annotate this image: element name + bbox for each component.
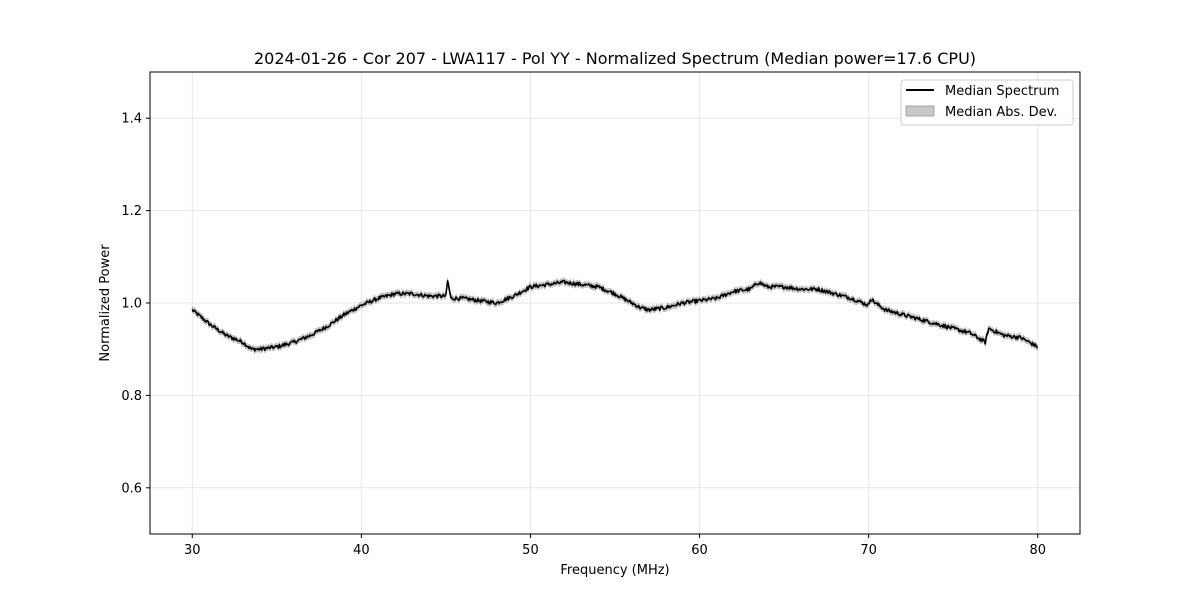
x-tick-label: 70 [860,543,877,558]
x-tick-label: 30 [184,543,201,558]
legend-label-median-spectrum: Median Spectrum [945,84,1059,99]
legend-band-swatch [905,105,935,117]
y-tick-label: 1.0 [121,297,142,312]
y-tick-label: 1.4 [121,112,142,127]
chart-title: 2024-01-26 - Cor 207 - LWA117 - Pol YY -… [254,49,976,68]
median-spectrum-line [191,279,1038,352]
y-axis-label: Normalized Power [98,244,113,362]
tick-layer: 30 40 50 60 70 80 0.6 0.8 1.0 1.2 1.4 [121,112,1046,558]
legend-label-median-abs-dev: Median Abs. Dev. [945,105,1057,120]
x-tick-label: 60 [691,543,708,558]
x-tick-label: 50 [522,543,539,558]
legend-box [900,79,1074,126]
x-tick-label: 80 [1029,543,1046,558]
y-tick-label: 0.8 [121,389,142,404]
x-tick-label: 40 [353,543,370,558]
line-layer [191,279,1038,352]
y-tick-label: 0.6 [121,481,142,496]
y-tick-label: 1.2 [121,204,142,219]
legend: Median Spectrum Median Abs. Dev. [900,79,1074,126]
x-axis-label: Frequency (MHz) [560,563,669,578]
